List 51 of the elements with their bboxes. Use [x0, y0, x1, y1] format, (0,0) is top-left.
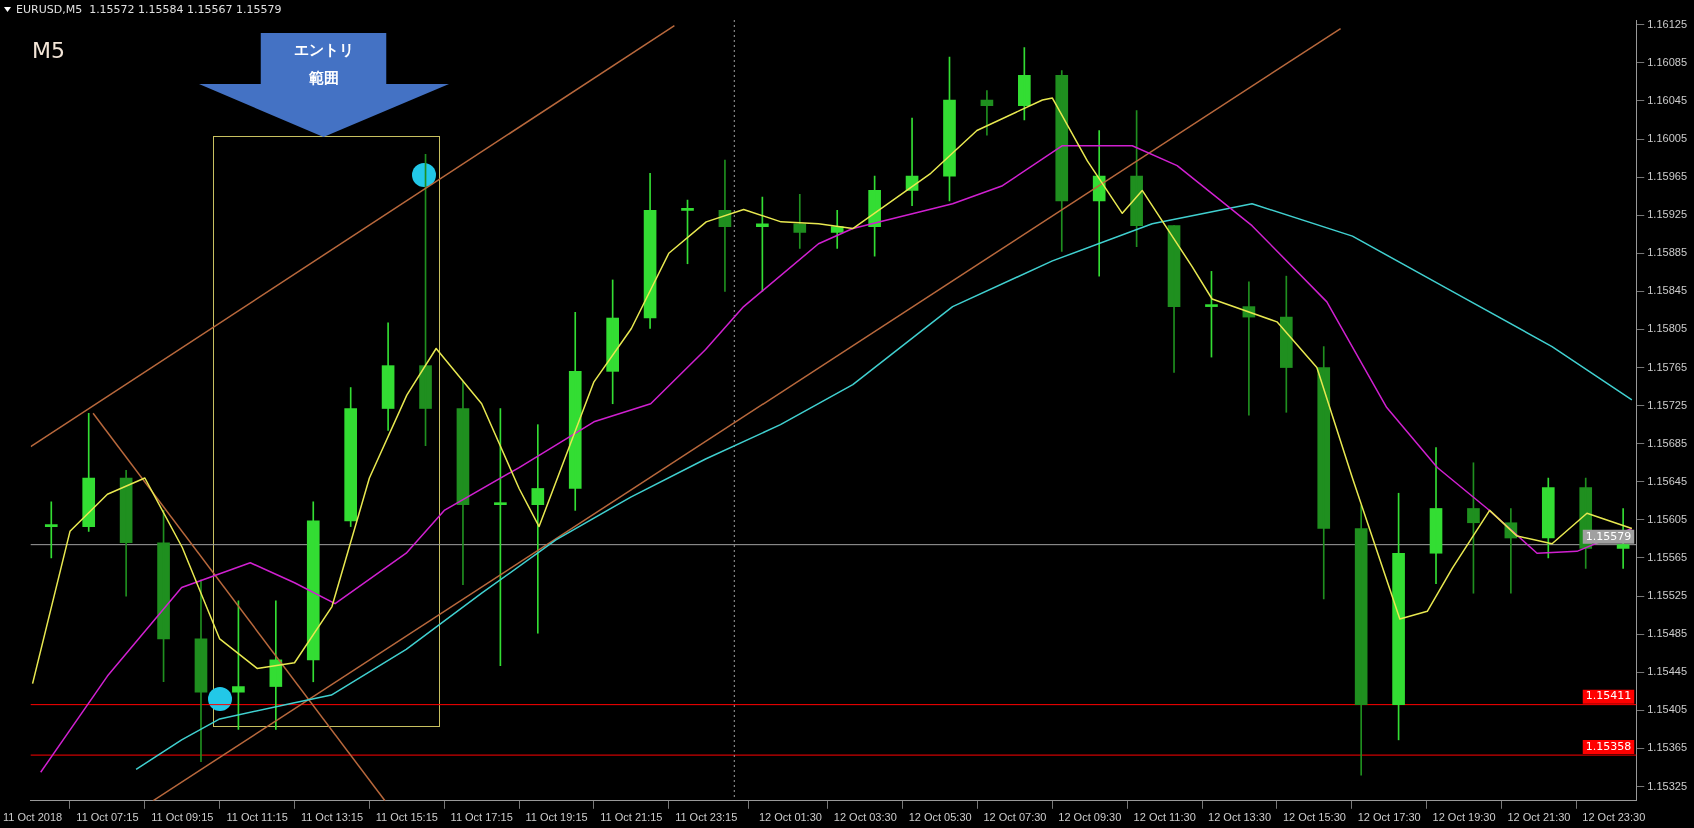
y-tick-label: 1.15565: [1647, 551, 1687, 564]
candlestick: [793, 193, 807, 249]
y-tick-label: 1.15805: [1647, 322, 1687, 335]
y-tick-label: 1.15765: [1647, 360, 1687, 373]
x-tick-label: 11 Oct 19:15: [525, 811, 588, 824]
y-tick-label: 1.16045: [1647, 93, 1687, 106]
x-tick-label: 12 Oct 11:30: [1133, 811, 1196, 824]
x-tick-label: 12 Oct 01:30: [758, 811, 822, 824]
annotation: エントリ範囲: [293, 40, 356, 89]
y-tick-label: 1.15485: [1647, 627, 1687, 640]
x-tick-label: 12 Oct 05:30: [908, 811, 972, 824]
y-tick-label: 1.15845: [1647, 284, 1687, 297]
y-tick-label: 1.16085: [1647, 55, 1687, 68]
x-tick-label: 11 Oct 09:15: [151, 811, 214, 824]
x-tick-label: 12 Oct 23:30: [1582, 811, 1646, 824]
ref-line-label: 1.15411: [1585, 689, 1632, 703]
x-tick-label: 11 Oct 07:15: [76, 811, 139, 824]
x-tick-label: 11 Oct 17:15: [450, 811, 513, 824]
ref-line-label: 1.15579: [1585, 529, 1632, 543]
y-tick-label: 1.15605: [1647, 512, 1687, 525]
y-tick-label: 1.15405: [1647, 703, 1687, 716]
x-tick-label: 11 Oct 11:15: [226, 811, 288, 824]
y-tick-label: 1.15685: [1647, 436, 1687, 449]
x-tick-label: 12 Oct 09:30: [1058, 811, 1122, 824]
candlestick: [44, 501, 58, 559]
y-tick-label: 1.15725: [1647, 398, 1687, 411]
x-tick-label: 11 Oct 13:15: [300, 811, 364, 824]
y-tick-label: 1.15885: [1647, 246, 1687, 259]
y-tick-label: 1.15325: [1647, 779, 1687, 792]
annotation: M5: [32, 38, 65, 63]
y-tick-label: 1.16125: [1647, 17, 1687, 30]
x-tick-label: 12 Oct 19:30: [1432, 811, 1496, 824]
x-tick-label: 11 Oct 2018: [3, 811, 63, 824]
x-tick-label: 12 Oct 15:30: [1282, 811, 1346, 824]
x-tick-label: 12 Oct 17:30: [1357, 811, 1421, 824]
x-tick-label: 12 Oct 03:30: [833, 811, 897, 824]
x-tick-label: 11 Oct 23:15: [675, 811, 738, 824]
x-tick-label: 11 Oct 15:15: [375, 811, 438, 824]
x-tick-label: 11 Oct 21:15: [600, 811, 663, 824]
y-tick-label: 1.15525: [1647, 589, 1687, 602]
y-tick-label: 1.15645: [1647, 474, 1687, 487]
y-tick-label: 1.15965: [1647, 170, 1687, 183]
chart-title: EURUSD,M5 1.15572 1.15584 1.15567 1.15579: [16, 3, 282, 16]
y-tick-label: 1.15365: [1647, 741, 1687, 754]
y-tick-label: 1.16005: [1647, 132, 1687, 145]
x-tick-label: 12 Oct 21:30: [1507, 811, 1571, 824]
y-tick-label: 1.15925: [1647, 208, 1687, 221]
x-tick-label: 12 Oct 07:30: [983, 811, 1047, 824]
x-tick-label: 12 Oct 13:30: [1208, 811, 1272, 824]
y-tick-label: 1.15445: [1647, 665, 1687, 678]
ref-line-label: 1.15358: [1585, 739, 1632, 753]
